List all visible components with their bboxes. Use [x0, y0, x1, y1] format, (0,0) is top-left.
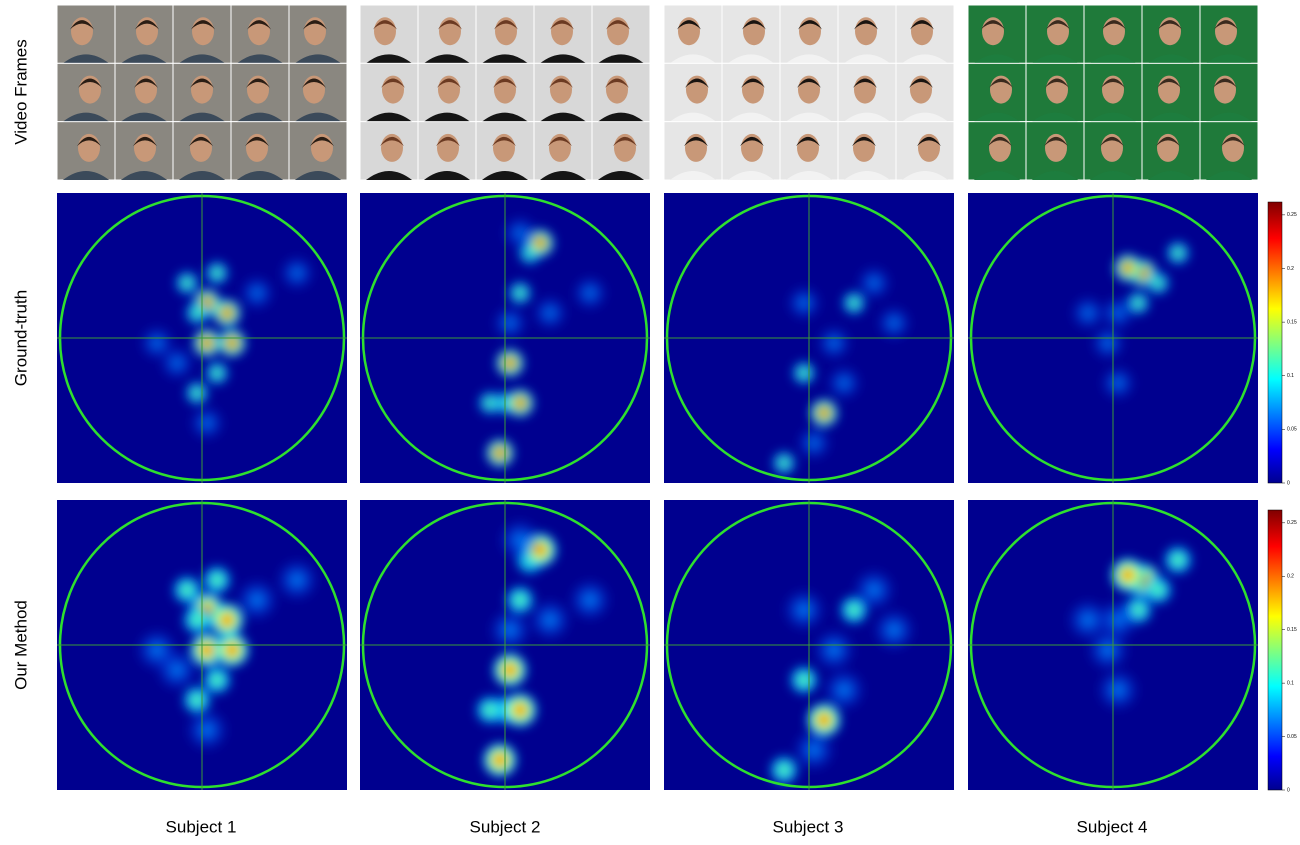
heat-blob	[180, 603, 214, 637]
heat-blob	[279, 255, 315, 291]
colorbar-tick-label: 0.25	[1287, 212, 1297, 218]
heat-blob	[504, 387, 536, 419]
heat-blob	[203, 359, 231, 387]
heat-blob	[787, 663, 821, 697]
colorbar-tick-label: 0.1	[1287, 373, 1294, 379]
colorbar	[1268, 202, 1282, 483]
heat-blob	[476, 389, 504, 417]
heat-blob	[770, 449, 798, 477]
video-frames	[360, 5, 650, 180]
row-label: Our Method	[11, 600, 30, 690]
heat-blob	[183, 299, 211, 327]
heat-blob	[185, 708, 228, 751]
colorbar-tick-label: 0.05	[1287, 734, 1297, 740]
subject-label: Subject 1	[166, 817, 237, 836]
figure: Video Frames Ground-truth Our Method Sub…	[0, 0, 1300, 845]
heat-blob	[856, 265, 892, 301]
heat-blob	[216, 327, 248, 359]
heat-blob	[235, 578, 278, 621]
video-frames	[57, 5, 347, 180]
row-label: Video Frames	[11, 39, 30, 145]
heat-blob	[491, 651, 529, 689]
heat-blob	[189, 405, 225, 441]
heatmap	[360, 500, 650, 790]
heat-blob	[812, 628, 855, 671]
heat-blob	[183, 379, 211, 407]
heat-blob	[139, 325, 175, 361]
heat-blob	[528, 598, 571, 641]
heat-blob	[492, 305, 528, 341]
heat-blob	[1096, 668, 1139, 711]
heat-blob	[135, 628, 178, 671]
heat-blob	[1070, 295, 1106, 331]
heat-blob	[494, 347, 526, 379]
colorbar-tick-label: 0.15	[1287, 627, 1297, 633]
heat-blob	[473, 693, 507, 727]
heat-blob	[239, 275, 275, 311]
heat-blob	[782, 588, 825, 631]
heat-blob	[1066, 598, 1109, 641]
heatmap	[664, 193, 954, 483]
subject-label: Subject 4	[1077, 817, 1148, 836]
heat-blob	[484, 437, 516, 469]
heatmap	[968, 193, 1258, 483]
heat-blob	[506, 279, 534, 307]
heatmap	[57, 193, 347, 483]
heat-blob	[1100, 365, 1136, 401]
heat-blob	[816, 325, 852, 361]
heatmap	[360, 193, 650, 483]
heat-blob	[826, 365, 862, 401]
heatmap	[57, 500, 347, 790]
heat-blob	[532, 295, 568, 331]
heat-blob	[275, 558, 318, 601]
heat-blob	[822, 668, 865, 711]
heat-blob	[481, 741, 519, 779]
heat-blob	[1112, 252, 1144, 284]
colorbar-tick-label: 0.2	[1287, 266, 1294, 272]
colorbar-tick-label: 0.25	[1287, 520, 1297, 526]
heatmap	[968, 500, 1258, 790]
heat-blob	[502, 215, 538, 251]
colorbar-tick-label: 0.05	[1287, 427, 1297, 433]
heat-blob	[200, 563, 234, 597]
heat-blob	[1164, 239, 1192, 267]
heat-blob	[790, 359, 818, 387]
heat-blob	[1090, 325, 1126, 361]
colorbar-tick-label: 0.2	[1287, 574, 1294, 580]
heat-blob	[170, 573, 204, 607]
heat-blob	[876, 305, 912, 341]
heat-blob	[852, 568, 895, 611]
heat-blob	[211, 297, 243, 329]
colorbar	[1268, 510, 1282, 790]
heat-blob	[786, 285, 822, 321]
heat-blob	[568, 578, 611, 621]
heat-blob	[572, 275, 608, 311]
colorbar-tick-label: 0.1	[1287, 680, 1294, 686]
heat-blob	[796, 425, 832, 461]
heat-blob	[203, 259, 231, 287]
colorbar-tick-label: 0	[1287, 787, 1290, 793]
subject-label: Subject 3	[773, 817, 844, 836]
video-frames	[664, 5, 954, 180]
video-frames	[968, 5, 1258, 180]
heat-blob	[173, 269, 201, 297]
row-label: Ground-truth	[11, 290, 30, 386]
heatmap	[664, 500, 954, 790]
subject-label: Subject 2	[470, 817, 541, 836]
heat-blob	[1144, 269, 1172, 297]
colorbar-tick-label: 0.15	[1287, 319, 1297, 325]
heat-blob	[1161, 543, 1195, 577]
colorbar-tick-label: 0	[1287, 480, 1290, 486]
heat-blob	[808, 397, 840, 429]
